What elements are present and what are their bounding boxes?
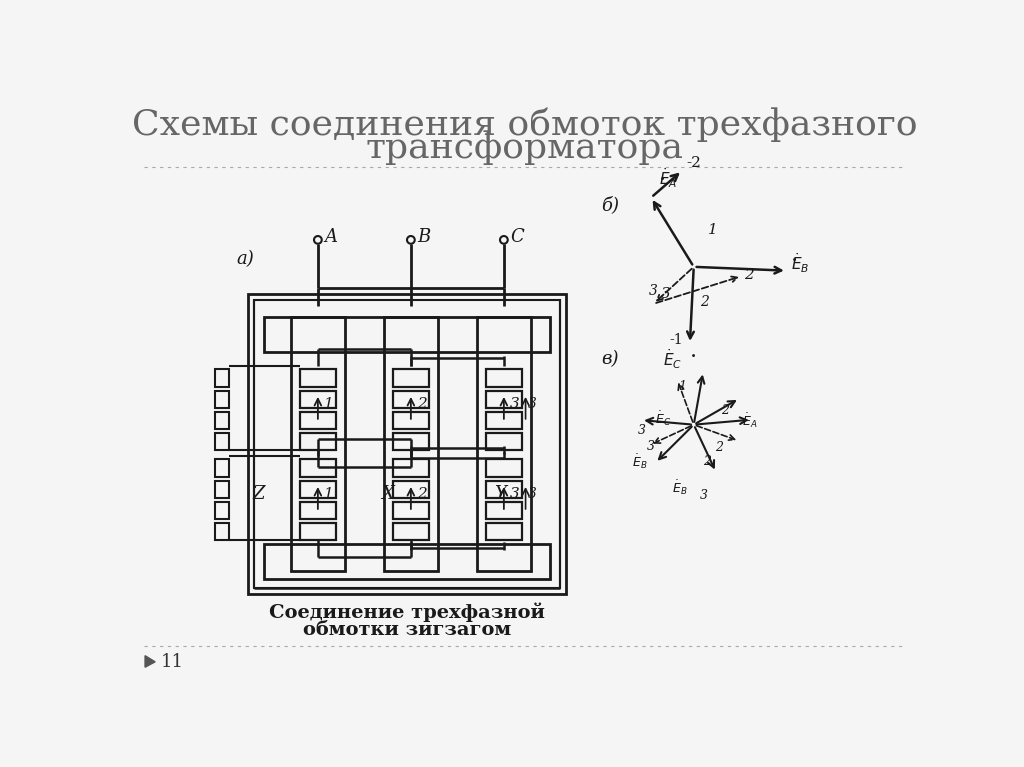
Bar: [393, 370, 429, 387]
Bar: [300, 502, 336, 519]
Bar: [393, 523, 429, 540]
Bar: [215, 481, 228, 498]
Text: 2: 2: [716, 441, 723, 454]
Text: трансформатора: трансформатора: [366, 130, 684, 165]
Text: 2: 2: [721, 404, 729, 417]
Text: Y: Y: [495, 486, 507, 503]
Bar: [300, 523, 336, 540]
Bar: [215, 370, 228, 387]
Bar: [248, 294, 566, 594]
Bar: [300, 390, 336, 408]
Text: Z: Z: [252, 486, 264, 503]
Text: 11: 11: [161, 653, 183, 671]
Bar: [263, 317, 550, 351]
Text: 3: 3: [638, 424, 646, 437]
Bar: [393, 481, 429, 498]
Text: $\dot{E}_A$: $\dot{E}_A$: [741, 412, 757, 430]
Bar: [477, 317, 531, 571]
Bar: [384, 317, 438, 571]
Text: 3: 3: [700, 489, 708, 502]
Text: 1: 1: [324, 397, 334, 411]
Bar: [393, 412, 429, 429]
Text: $\dot{E}_B$: $\dot{E}_B$: [791, 251, 809, 275]
Text: $\dot{E}_B$: $\dot{E}_B$: [672, 479, 687, 497]
Bar: [393, 459, 429, 477]
Bar: [300, 481, 336, 498]
Text: 3: 3: [649, 285, 657, 298]
Text: 2: 2: [700, 295, 709, 309]
Bar: [263, 544, 550, 578]
Text: $\dot{E}_B$: $\dot{E}_B$: [632, 453, 647, 471]
Bar: [486, 412, 521, 429]
Bar: [486, 523, 521, 540]
Bar: [300, 370, 336, 387]
Text: б): б): [601, 196, 618, 214]
Text: 1: 1: [678, 380, 686, 393]
Bar: [393, 433, 429, 450]
Text: $\dot{E}_A$: $\dot{E}_A$: [658, 166, 677, 190]
Text: 3: 3: [510, 397, 520, 411]
Text: -1: -1: [669, 333, 683, 347]
Bar: [486, 459, 521, 477]
Bar: [486, 433, 521, 450]
Text: обмотки зигзагом: обмотки зигзагом: [303, 621, 511, 639]
Text: 1: 1: [324, 487, 334, 501]
Bar: [215, 433, 228, 450]
Text: $\dot{E}_C$: $\dot{E}_C$: [663, 347, 682, 371]
Text: Схемы соединения обмоток трехфазного: Схемы соединения обмоток трехфазного: [132, 107, 918, 142]
Text: 3: 3: [647, 439, 655, 453]
Bar: [254, 300, 560, 588]
Text: в): в): [601, 351, 618, 368]
Text: ·: ·: [690, 346, 697, 368]
Bar: [486, 481, 521, 498]
Polygon shape: [145, 656, 155, 667]
Bar: [486, 390, 521, 408]
Bar: [300, 412, 336, 429]
Text: C: C: [510, 228, 524, 245]
Text: X: X: [381, 486, 394, 503]
Text: ·: ·: [658, 169, 666, 191]
Text: Соединение трехфазной: Соединение трехфазной: [269, 602, 545, 621]
Bar: [486, 502, 521, 519]
Text: 2: 2: [417, 487, 427, 501]
Text: 3: 3: [510, 487, 520, 501]
Bar: [393, 502, 429, 519]
Bar: [215, 502, 228, 519]
Text: 3: 3: [528, 397, 537, 411]
Bar: [393, 390, 429, 408]
Text: 3: 3: [528, 487, 537, 501]
Text: B: B: [417, 228, 430, 245]
Text: 1: 1: [708, 223, 718, 237]
Bar: [215, 390, 228, 408]
Text: 2: 2: [744, 268, 754, 281]
Bar: [215, 412, 228, 429]
Bar: [300, 459, 336, 477]
Text: -2: -2: [686, 156, 700, 170]
Bar: [291, 317, 345, 571]
Text: а): а): [237, 250, 254, 268]
Text: 2: 2: [417, 397, 427, 411]
Bar: [215, 523, 228, 540]
Bar: [215, 459, 228, 477]
Bar: [300, 433, 336, 450]
Text: A: A: [324, 228, 337, 245]
Text: $\dot{E}_C$: $\dot{E}_C$: [655, 410, 671, 428]
Text: ·: ·: [791, 250, 798, 272]
Bar: [486, 370, 521, 387]
Text: 3: 3: [662, 287, 671, 301]
Text: 2: 2: [703, 455, 711, 468]
